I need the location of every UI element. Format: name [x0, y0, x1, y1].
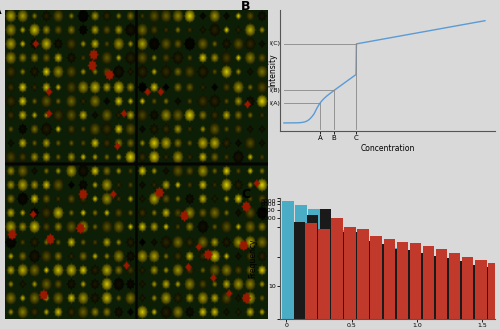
Text: A: A	[0, 4, 2, 17]
Bar	[386, 248, 398, 319]
Bar	[411, 253, 422, 319]
Bar	[463, 265, 475, 319]
Text: I(C): I(C)	[269, 41, 280, 46]
Bar	[488, 264, 500, 319]
Bar	[462, 257, 473, 319]
Text: I(B): I(B)	[269, 88, 280, 93]
Bar	[452, 264, 463, 319]
Bar	[282, 201, 294, 319]
Bar	[450, 261, 462, 319]
Bar	[358, 229, 369, 319]
Bar	[385, 249, 396, 319]
Bar	[464, 266, 476, 319]
Bar	[475, 260, 486, 319]
Bar	[399, 252, 411, 319]
Bar	[346, 232, 358, 319]
Bar	[384, 239, 396, 319]
Bar	[398, 250, 409, 319]
Bar	[396, 242, 408, 319]
Bar	[372, 244, 384, 319]
Bar	[306, 223, 317, 319]
Bar	[359, 241, 370, 319]
Bar	[360, 243, 372, 319]
Bar	[334, 230, 345, 319]
Bar	[321, 227, 332, 319]
Bar	[422, 246, 434, 319]
Bar	[476, 267, 488, 319]
Bar	[370, 236, 382, 319]
Bar	[332, 218, 343, 319]
Bar	[320, 209, 332, 319]
Bar	[448, 253, 460, 319]
Text: C: C	[241, 188, 250, 201]
Text: I(A): I(A)	[269, 101, 280, 106]
Bar	[295, 205, 306, 319]
Bar	[344, 227, 356, 319]
Bar	[332, 232, 344, 319]
Bar	[412, 255, 424, 319]
Bar	[410, 243, 422, 319]
Bar	[306, 215, 318, 319]
Bar	[437, 258, 448, 319]
Y-axis label: Intensity: Intensity	[268, 54, 277, 87]
Y-axis label: Frequency: Frequency	[248, 239, 258, 278]
Bar	[318, 229, 330, 319]
Bar	[436, 249, 448, 319]
Bar	[308, 209, 320, 319]
X-axis label: Concentration: Concentration	[360, 144, 414, 153]
Bar	[347, 239, 359, 319]
Bar	[425, 257, 437, 319]
Bar	[424, 256, 436, 319]
Bar	[373, 248, 385, 319]
Bar	[294, 222, 306, 319]
Bar	[438, 260, 450, 319]
Text: B: B	[241, 0, 250, 13]
